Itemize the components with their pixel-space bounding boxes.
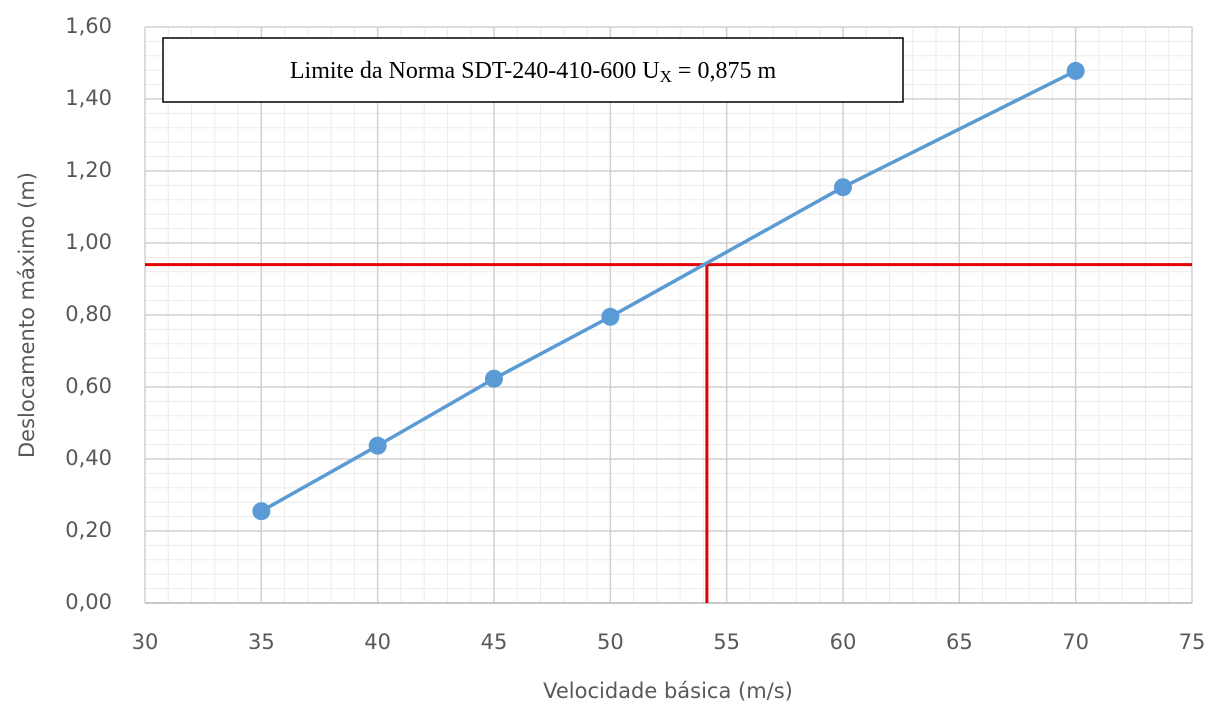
grid	[144, 26, 1193, 604]
data-point	[601, 307, 620, 326]
y-tick-label: 0,40	[65, 446, 112, 470]
x-tick-label: 55	[713, 630, 740, 654]
annotation: Limite da Norma SDT-240-410-600 UX = 0,8…	[290, 58, 777, 86]
x-tick-label: 65	[946, 630, 973, 654]
data-point	[1066, 61, 1085, 80]
y-tick-label: 0,20	[65, 518, 112, 542]
annotation-text: Limite da Norma SDT-240-410-600 U	[290, 58, 660, 84]
x-tick-label: 40	[364, 630, 391, 654]
x-tick-label: 60	[830, 630, 857, 654]
data-point	[368, 436, 387, 455]
annotation-suffix: = 0,875 m	[672, 58, 777, 84]
annotation-subscript: X	[660, 67, 672, 86]
x-tick-label: 35	[248, 630, 275, 654]
data-point	[485, 369, 503, 388]
x-tick-label: 30	[132, 630, 159, 654]
y-axis-label: Deslocamento máximo (m)	[15, 172, 39, 458]
y-tick-label: 1,00	[65, 230, 112, 254]
annotation-box	[162, 37, 904, 103]
data-point	[834, 178, 852, 197]
data-point	[252, 502, 271, 521]
y-tick-label: 1,60	[65, 14, 112, 38]
x-tick-label: 50	[597, 630, 624, 654]
y-tick-label: 0,00	[65, 590, 112, 614]
x-tick-label: 45	[481, 630, 508, 654]
x-tick-label: 70	[1062, 630, 1089, 654]
x-axis-label: Velocidade básica (m/s)	[543, 679, 793, 703]
y-tick-label: 0,80	[65, 302, 112, 326]
data-line	[260, 69, 1077, 513]
x-tick-label: 75	[1179, 630, 1206, 654]
y-tick-label: 1,40	[65, 86, 112, 110]
y-tick-label: 0,60	[65, 374, 112, 398]
y-tick-label: 1,20	[65, 158, 112, 182]
